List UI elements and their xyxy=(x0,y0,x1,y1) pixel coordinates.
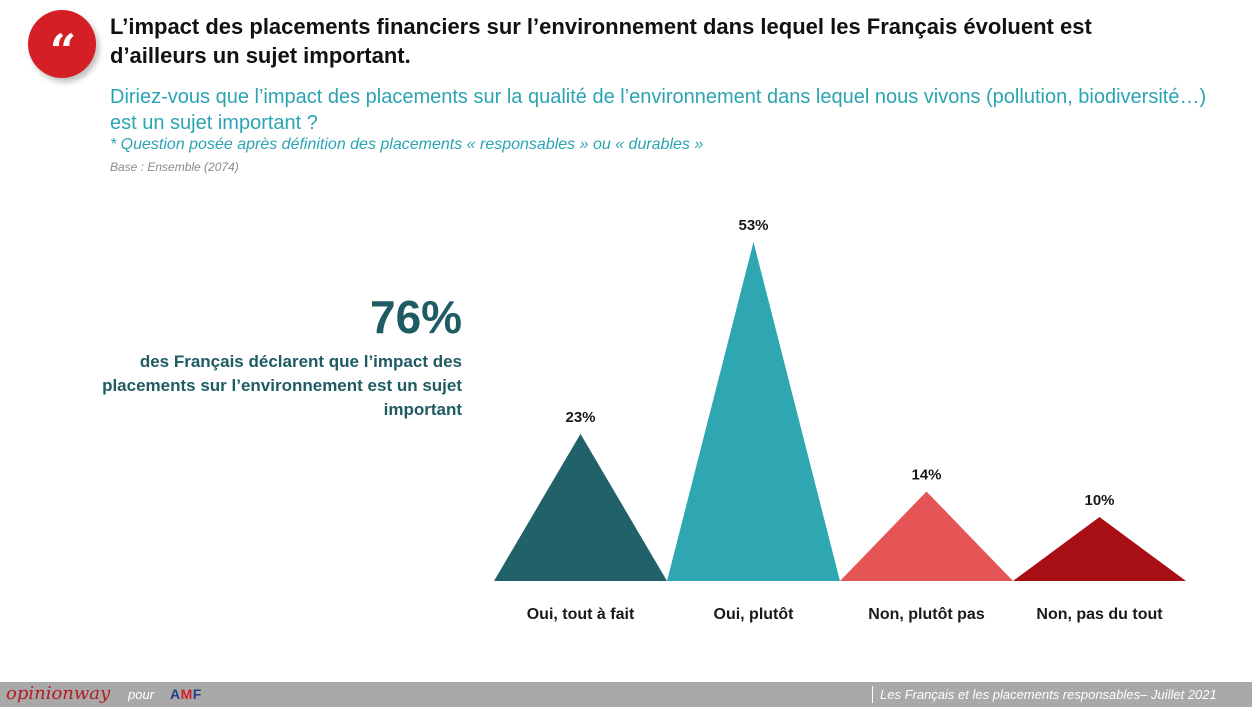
sample-base: Base : Ensemble (2074) xyxy=(110,160,239,174)
triangle-bar xyxy=(667,242,840,581)
category-label: Oui, tout à fait xyxy=(527,606,635,623)
highlight-percentage: 76% xyxy=(370,291,463,343)
triangle-bar xyxy=(1013,517,1186,581)
highlight-description: des Français déclarent que l’impact des … xyxy=(102,352,462,419)
data-label: 23% xyxy=(565,409,595,426)
footer-bar: opinionway pour AMF Les Français et les … xyxy=(0,682,1252,707)
survey-question: Diriez-vous que l’impact des placements … xyxy=(110,86,1207,134)
question-footnote: * Question posée après définition des pl… xyxy=(110,136,704,153)
triangle-bar xyxy=(494,433,667,581)
data-label: 14% xyxy=(911,466,941,483)
triangle-bar-chart: 23% Oui, tout à fait 53% Oui, plutôt 14% Non,… xyxy=(494,217,1186,623)
opinionway-logo: opinionway xyxy=(6,683,111,704)
amf-logo: AMF xyxy=(170,686,202,702)
page-title: L’impact des placements financiers sur l… xyxy=(110,14,1092,68)
category-label: Non, pas du tout xyxy=(1036,606,1163,623)
category-label: Oui, plutôt xyxy=(714,606,795,623)
category-label: Non, plutôt pas xyxy=(868,606,985,623)
footer-divider xyxy=(872,686,873,703)
data-label: 10% xyxy=(1084,492,1114,509)
triangle-bar xyxy=(840,491,1013,581)
footer-source: Les Français et les placements responsab… xyxy=(880,687,1217,702)
quote-mark-icon: “ xyxy=(28,10,96,78)
footer-pour: pour xyxy=(128,687,155,702)
data-label: 53% xyxy=(738,217,768,234)
